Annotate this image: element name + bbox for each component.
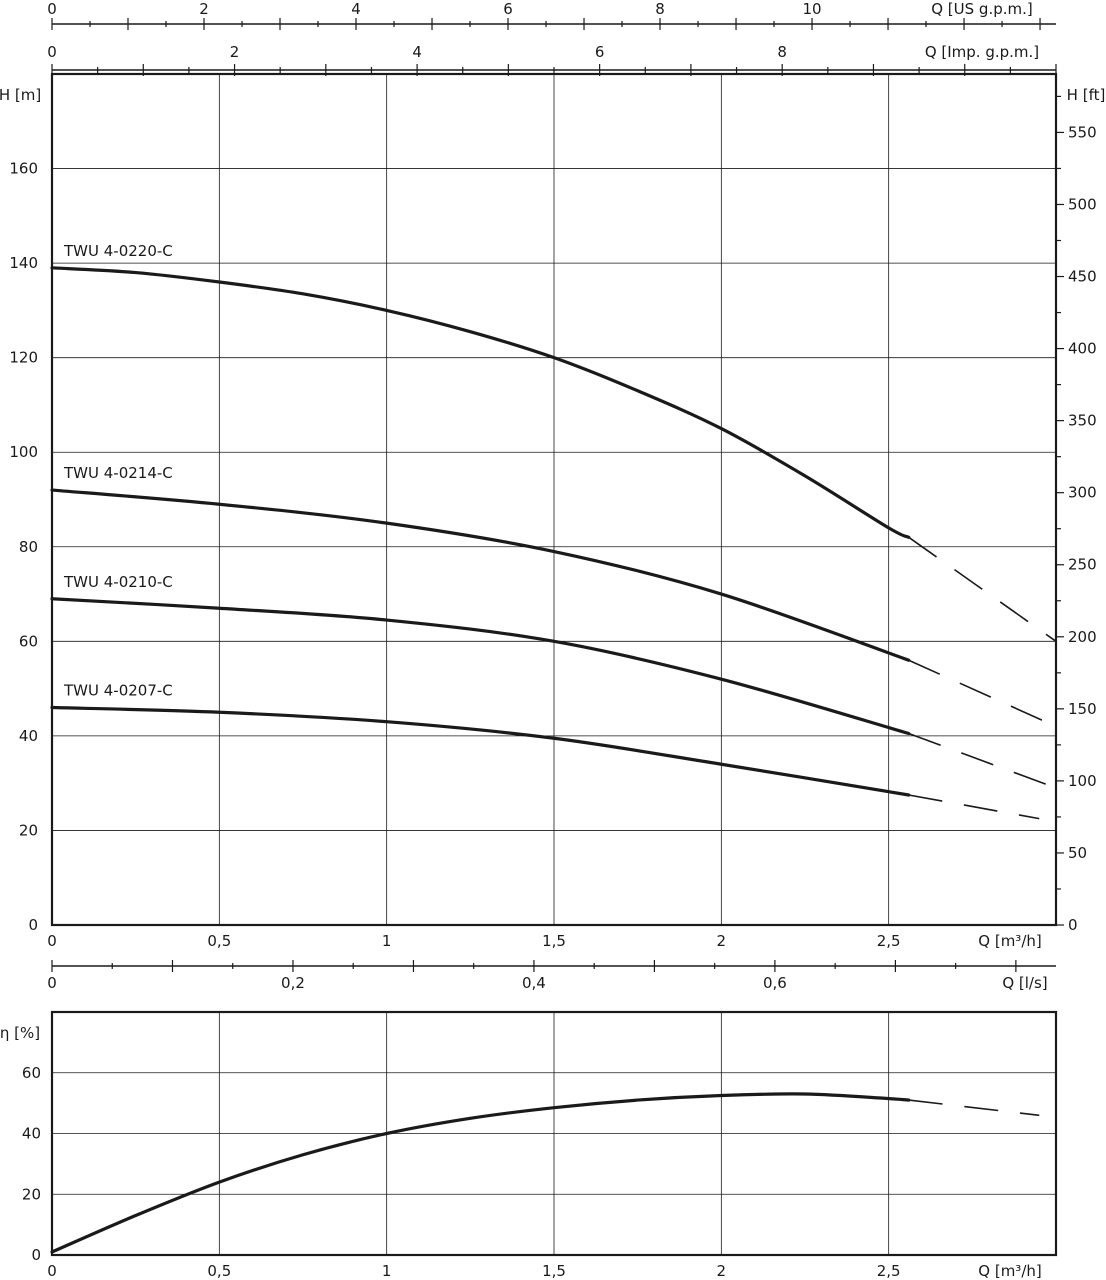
head-y-tick-label: 160 <box>9 160 38 178</box>
series-label: TWU 4-0220-C <box>63 242 173 260</box>
top-imp-gpm-axis-tick-label: 2 <box>230 43 240 61</box>
right-ft-tick-label: 250 <box>1068 556 1097 574</box>
right-ft-tick-label: 300 <box>1068 484 1097 502</box>
head-y-tick-label: 80 <box>19 538 38 556</box>
efficiency-chart: 0 20 40 60 η [%] 0 0,5 1 1,5 2 2,5 Q [m³/h] <box>0 1010 1058 1280</box>
bottom-ls-tick-label: 0,6 <box>763 974 787 992</box>
eff-x-tick-label: 1,5 <box>542 1262 566 1280</box>
right-ft-tick-label: 550 <box>1068 123 1097 141</box>
top-us-gpm-axis-tick-label: 0 <box>47 0 57 18</box>
head-x-tick-label: 1,5 <box>542 932 566 950</box>
series-label: TWU 4-0214-C <box>63 464 173 482</box>
top-imp-gpm-axis-tick-label: 8 <box>777 43 787 61</box>
head-curve-extension-1 <box>908 536 1057 642</box>
head-x-tick-label: 2,5 <box>877 932 901 950</box>
head-y-tick-label: 0 <box>28 916 38 934</box>
head-plot-frame <box>50 72 1058 927</box>
head-y-tick-label: 20 <box>19 821 38 839</box>
head-curve-extension-4 <box>908 794 1040 820</box>
bottom-ls-axis-label: Q [l/s] <box>1002 974 1047 992</box>
right-ft-tick-label: 50 <box>1068 844 1087 862</box>
head-curve-1 <box>50 266 911 539</box>
head-y-tick-label: 40 <box>19 727 38 745</box>
top-imp-gpm-axis-label: Q [Imp. g.p.m.] <box>925 43 1039 61</box>
head-y-axis-label: H [m] <box>0 86 41 104</box>
head-curve-3 <box>50 597 911 736</box>
head-curve-4 <box>50 705 911 797</box>
head-y-tick-label: 140 <box>9 254 38 272</box>
right-ft-tick-label: 0 <box>1068 916 1078 934</box>
head-curve-2 <box>50 488 911 662</box>
head-y-tick-label: 60 <box>19 632 38 650</box>
series-label: TWU 4-0210-C <box>63 573 173 591</box>
eff-y-tick-label: 60 <box>22 1064 41 1082</box>
series-label: TWU 4-0207-C <box>63 682 173 700</box>
eff-plot-frame <box>50 1010 1058 1257</box>
head-y-tick-label: 100 <box>9 443 38 461</box>
efficiency-curve-extension <box>908 1099 1040 1117</box>
right-ft-tick-label: 200 <box>1068 628 1097 646</box>
top-imp-gpm-axis-tick-label: 4 <box>412 43 422 61</box>
eff-y-tick-label: 0 <box>31 1246 41 1264</box>
right-ft-tick-label: 150 <box>1068 700 1097 718</box>
eff-y-axis-label: η [%] <box>0 1024 40 1042</box>
head-x-axis-label: Q [m³/h] <box>978 932 1041 950</box>
right-ft-tick-label: 500 <box>1068 195 1097 213</box>
right-ft-tick-label: 450 <box>1068 268 1097 286</box>
top-us-gpm-axis-label: Q [US g.p.m.] <box>931 0 1033 18</box>
top-us-gpm-axis-tick-label: 6 <box>503 0 513 18</box>
right-ft-axis-label: H [ft] <box>1067 86 1106 104</box>
bottom-ls-tick-label: 0,2 <box>281 974 305 992</box>
head-curve-extension-2 <box>908 659 1057 728</box>
head-x-tick-label: 0,5 <box>207 932 231 950</box>
bottom-ls-tick-label: 0 <box>47 974 57 992</box>
top-us-gpm-axis-tick-label: 8 <box>655 0 665 18</box>
head-x-tick-label: 2 <box>717 932 727 950</box>
eff-y-tick-label: 40 <box>22 1125 41 1143</box>
bottom-ls-tick-label: 0,4 <box>522 974 546 992</box>
efficiency-curve <box>50 1092 911 1254</box>
eff-x-tick-label: 0 <box>47 1262 57 1280</box>
top-imp-gpm-axis-tick-label: 0 <box>47 43 57 61</box>
top-us-gpm-axis-tick-label: 2 <box>199 0 209 18</box>
top-imp-gpm-axis-tick-label: 6 <box>595 43 605 61</box>
head-x-tick-label: 1 <box>382 932 392 950</box>
top-us-gpm-axis-tick-label: 4 <box>351 0 361 18</box>
eff-x-axis-label: Q [m³/h] <box>978 1262 1041 1280</box>
head-x-tick-label: 0 <box>47 932 57 950</box>
right-ft-tick-label: 400 <box>1068 340 1097 358</box>
right-ft-tick-label: 100 <box>1068 772 1097 790</box>
eff-x-tick-label: 0,5 <box>207 1262 231 1280</box>
eff-x-tick-label: 2,5 <box>877 1262 901 1280</box>
eff-y-tick-label: 20 <box>22 1185 41 1203</box>
head-curve-extension-3 <box>908 732 1057 789</box>
head-y-tick-label: 120 <box>9 349 38 367</box>
right-ft-tick-label: 350 <box>1068 412 1097 430</box>
top-us-gpm-axis-tick-label: 10 <box>802 0 821 18</box>
eff-x-tick-label: 1 <box>382 1262 392 1280</box>
eff-x-tick-label: 2 <box>717 1262 727 1280</box>
